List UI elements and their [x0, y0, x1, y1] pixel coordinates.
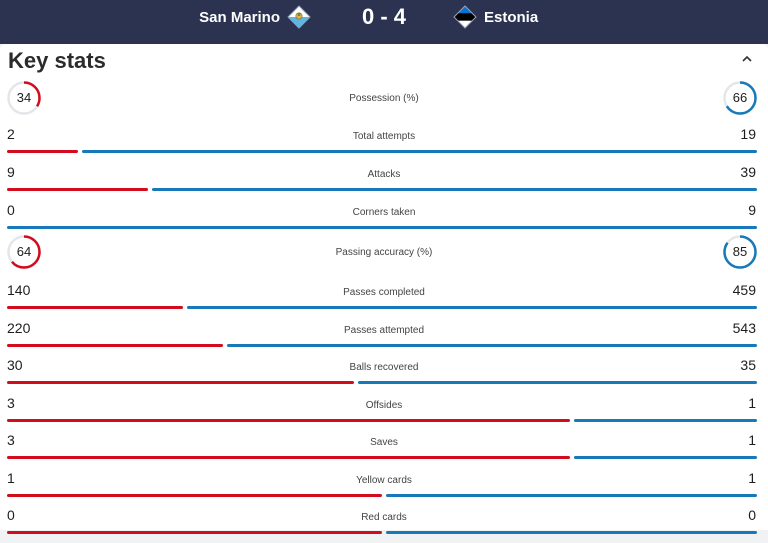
ring-fill: [723, 81, 757, 115]
home-stat-bar: [7, 381, 354, 384]
away-stat-value: 39: [740, 164, 756, 180]
home-stat-bar: [7, 456, 570, 459]
home-stat-bar: [7, 150, 78, 153]
home-stat-value: 2: [7, 126, 15, 142]
away-stat-bar: [386, 494, 757, 497]
away-stat-bar: [82, 150, 757, 153]
stat-row: 140 459 Passes completed: [0, 280, 768, 318]
stat-label: Attacks: [367, 169, 401, 180]
away-stat-value: 66: [732, 90, 748, 105]
stat-label: Yellow cards: [356, 475, 412, 486]
away-stat-bar: [7, 226, 757, 229]
away-stat-bar: [574, 456, 757, 459]
away-stat-value: 459: [732, 282, 756, 298]
match-header: San Marino 0 - 4 Estonia: [0, 0, 768, 44]
home-stat-value: 0: [7, 202, 15, 218]
home-ring-gauge: 64: [6, 234, 42, 270]
away-stat-bar: [574, 419, 757, 422]
ring-fill: [7, 235, 41, 269]
home-stat-value: 3: [7, 395, 15, 411]
home-stat-value: 3: [7, 432, 15, 448]
ring-fill: [723, 235, 757, 269]
stat-label: Possession (%): [349, 93, 419, 104]
home-stat-bar: [7, 344, 223, 347]
stat-row: 0 0 Red cards: [0, 505, 768, 543]
away-stat-value: 1: [748, 432, 756, 448]
stat-row: 0 9 Corners taken: [0, 200, 768, 238]
away-stat-bar: [227, 344, 757, 347]
away-team-name[interactable]: Estonia: [484, 9, 539, 26]
away-stat-bar: [187, 306, 757, 309]
stat-row: 220 543 Passes attempted: [0, 318, 768, 356]
home-stat-bar: [7, 306, 183, 309]
ring-fill: [7, 81, 41, 115]
stat-label: Passing accuracy (%): [335, 247, 433, 258]
away-stat-value: 543: [732, 320, 756, 336]
away-stat-value: 85: [732, 244, 748, 259]
away-stat-value: 35: [740, 357, 756, 373]
home-ring-gauge: 34: [6, 80, 42, 116]
home-stat-bar: [7, 494, 382, 497]
away-stat-value: 0: [748, 507, 756, 523]
estonia-flag-icon: [453, 5, 477, 29]
home-stat-value: 140: [7, 282, 31, 298]
match-score: 0 - 4: [361, 4, 407, 29]
away-ring-gauge: 85: [722, 234, 758, 270]
stat-row: 30 35 Balls recovered: [0, 355, 768, 393]
stat-row: 3 1 Saves: [0, 430, 768, 468]
away-stat-bar: [152, 188, 757, 191]
home-stat-bar: [7, 188, 148, 191]
home-stat-value: 34: [16, 90, 32, 105]
key-stats-card: Key stats 34 66 Possession (%) 2 19 Total att…: [0, 44, 768, 534]
away-stat-value: 1: [748, 470, 756, 486]
stat-label: Passes completed: [343, 287, 425, 298]
home-stat-bar: [7, 531, 382, 534]
san-marino-flag-icon: [287, 5, 311, 29]
away-stat-value: 9: [748, 202, 756, 218]
home-stat-value: 64: [16, 244, 32, 259]
stat-label: Passes attempted: [343, 325, 425, 336]
section-title: Key stats: [8, 48, 106, 73]
away-stat-value: 1: [748, 395, 756, 411]
chevron-up-icon[interactable]: [740, 52, 754, 66]
home-stat-value: 1: [7, 470, 15, 486]
stat-label: Saves: [370, 437, 398, 448]
home-team-name[interactable]: San Marino: [199, 9, 280, 26]
stat-label: Offsides: [365, 400, 403, 411]
away-stat-bar: [386, 531, 757, 534]
stat-label: Red cards: [361, 512, 407, 523]
stat-row: 64 85 Passing accuracy (%): [0, 234, 768, 272]
away-ring-gauge: 66: [722, 80, 758, 116]
stat-label: Corners taken: [352, 207, 416, 218]
home-stat-value: 220: [7, 320, 31, 336]
stat-label: Balls recovered: [349, 362, 419, 373]
away-stat-bar: [358, 381, 757, 384]
home-stat-value: 9: [7, 164, 15, 180]
stat-row: 3 1 Offsides: [0, 393, 768, 431]
home-stat-value: 30: [7, 357, 23, 373]
stat-row: 2 19 Total attempts: [0, 124, 768, 162]
home-stat-value: 0: [7, 507, 15, 523]
stat-row: 34 66 Possession (%): [0, 80, 768, 118]
stat-label: Total attempts: [352, 131, 416, 142]
away-stat-value: 19: [740, 126, 756, 142]
home-stat-bar: [7, 419, 570, 422]
stat-row: 9 39 Attacks: [0, 162, 768, 200]
stat-row: 1 1 Yellow cards: [0, 468, 768, 506]
